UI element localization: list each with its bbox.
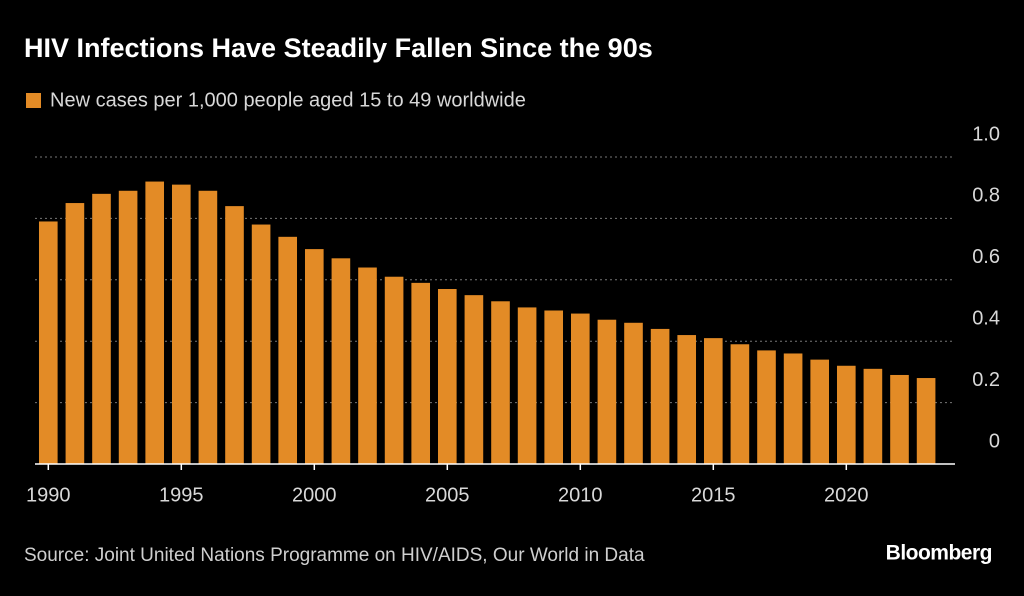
bar: [730, 344, 750, 464]
bar: [304, 249, 324, 464]
bar: [464, 295, 484, 464]
bar: [650, 328, 670, 464]
bar: [278, 236, 298, 464]
bar: [624, 322, 643, 464]
bar: [491, 301, 510, 464]
legend-label: New cases per 1,000 people aged 15 to 49…: [50, 89, 526, 111]
x-tick-label: 1995: [159, 484, 204, 506]
y-tick-label: 0.6: [972, 246, 1000, 268]
bar: [411, 282, 431, 464]
bar: [145, 181, 165, 464]
bar: [358, 267, 377, 464]
x-tick-label: 2015: [691, 484, 736, 506]
bar: [225, 206, 244, 464]
x-tick-label: 2000: [292, 484, 337, 506]
bar: [916, 378, 936, 464]
bar: [863, 368, 883, 464]
bar: [677, 335, 697, 464]
y-tick-label: 0.4: [972, 307, 1000, 329]
bar: [331, 258, 351, 464]
bar: [570, 313, 590, 464]
bar: [890, 374, 909, 464]
bar: [384, 276, 404, 464]
y-tick-label: 0: [989, 430, 1000, 452]
y-tick-label: 0.8: [972, 185, 1000, 207]
x-tick-label: 2005: [425, 484, 470, 506]
bar: [65, 203, 85, 465]
bar: [597, 319, 617, 464]
bar: [171, 184, 191, 464]
brand-logo: Bloomberg: [886, 542, 992, 565]
bar: [118, 190, 138, 464]
bar: [92, 193, 111, 464]
bar: [38, 221, 58, 464]
bar: [810, 359, 830, 464]
x-tick-label: 2010: [558, 484, 603, 506]
bar: [198, 190, 218, 464]
chart-title: HIV Infections Have Steadily Fallen Sinc…: [24, 33, 653, 63]
bar: [783, 353, 803, 464]
y-tick-label: 1.0: [972, 123, 1000, 145]
bar: [437, 289, 457, 464]
legend-swatch: [26, 93, 41, 108]
y-tick-label: 0.2: [972, 369, 1000, 391]
bar: [544, 310, 564, 464]
bar: [757, 350, 776, 464]
x-tick-label: 2020: [824, 484, 869, 506]
x-tick-label: 1990: [26, 484, 71, 506]
bar: [251, 224, 271, 464]
source: Source: Joint United Nations Programme o…: [24, 545, 645, 566]
bar: [836, 365, 856, 464]
bar: [703, 338, 723, 464]
bar: [517, 307, 537, 464]
